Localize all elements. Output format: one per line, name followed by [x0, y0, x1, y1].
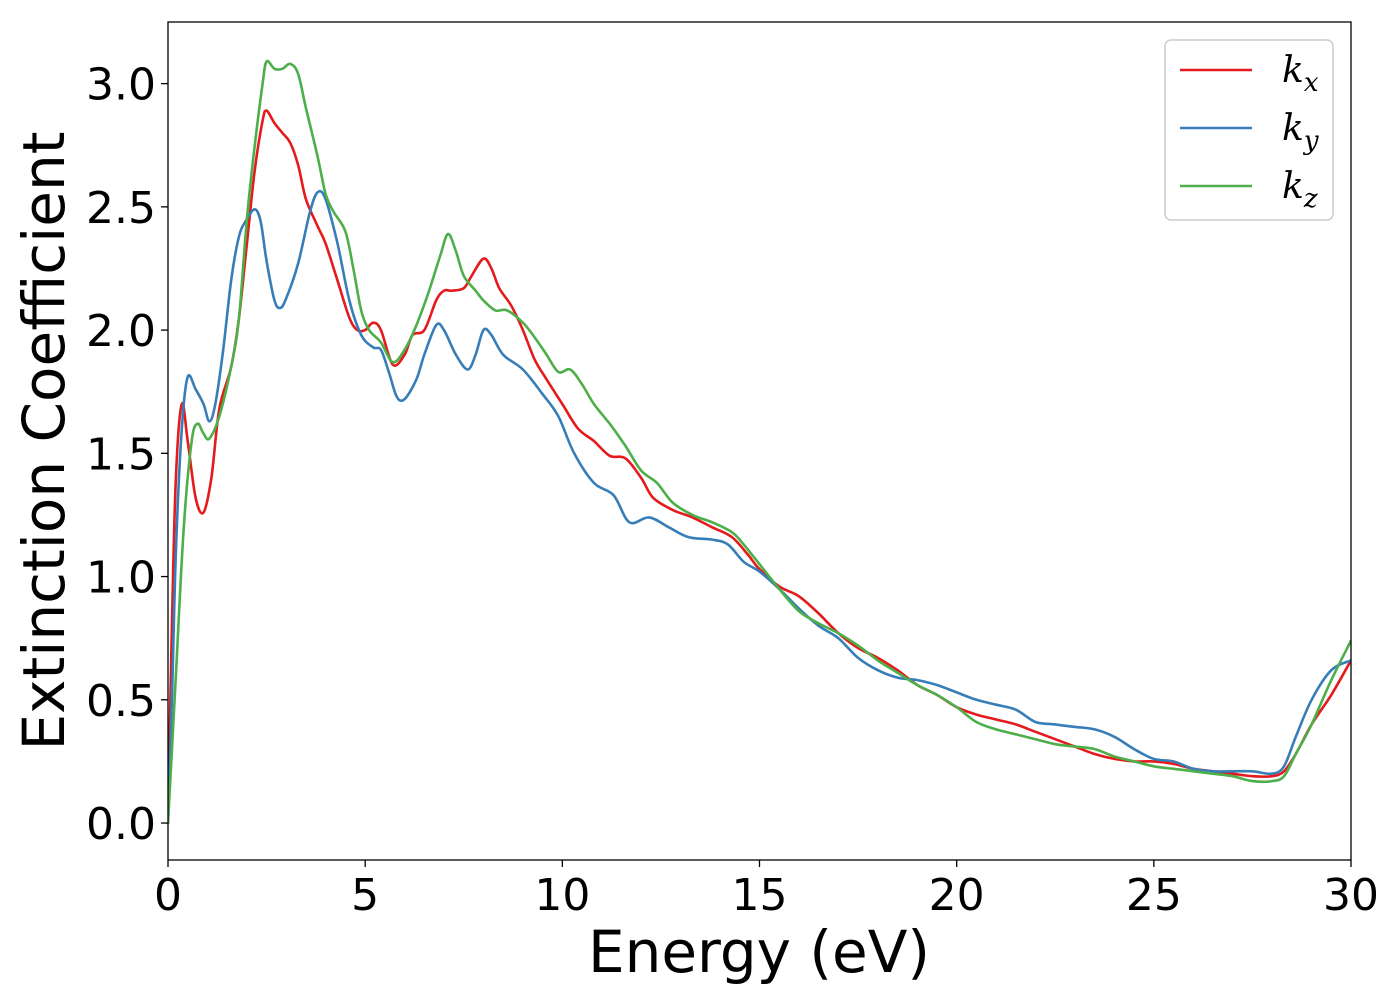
x-tick-label: 30 [1323, 870, 1379, 921]
y-axis-title: Extinction Coefficient [10, 132, 78, 751]
legend-label-base: k [1282, 108, 1304, 149]
y-tick-label: 2.5 [86, 183, 156, 234]
legend-box [1164, 39, 1334, 221]
x-axis-ticks: 0 5 10 15 20 25 30 [154, 860, 1379, 921]
series-line-z [168, 59, 1351, 825]
x-tick-label: 5 [351, 870, 379, 921]
x-tick-label: 25 [1126, 870, 1182, 921]
legend-label-subscript: z [1303, 184, 1318, 214]
x-tick-label: 10 [534, 870, 590, 921]
plot-lines [168, 59, 1351, 825]
y-tick-label: 0.5 [86, 676, 156, 727]
y-tick-label: 2.0 [86, 306, 156, 357]
legend-label-y: ky [1282, 108, 1319, 156]
x-tick-label: 0 [154, 870, 182, 921]
y-tick-label: 0.0 [86, 799, 156, 850]
x-axis-title: Energy (eV) [588, 918, 930, 986]
legend-label-x: kx [1282, 50, 1319, 98]
legend-label-subscript: y [1303, 126, 1319, 156]
legend-label-z: kz [1282, 166, 1318, 214]
legend-label-subscript: x [1304, 68, 1319, 98]
legend-label-base: k [1282, 50, 1304, 91]
x-tick-label: 15 [732, 870, 788, 921]
series-line-y [168, 189, 1351, 825]
y-axis-ticks: 0.0 0.5 1.0 1.5 2.0 2.5 3.0 [86, 60, 168, 850]
y-tick-label: 3.0 [86, 60, 156, 111]
x-tick-label: 20 [929, 870, 985, 921]
y-tick-label: 1.5 [86, 429, 156, 480]
legend-label-base: k [1282, 166, 1304, 207]
y-tick-label: 1.0 [86, 553, 156, 604]
